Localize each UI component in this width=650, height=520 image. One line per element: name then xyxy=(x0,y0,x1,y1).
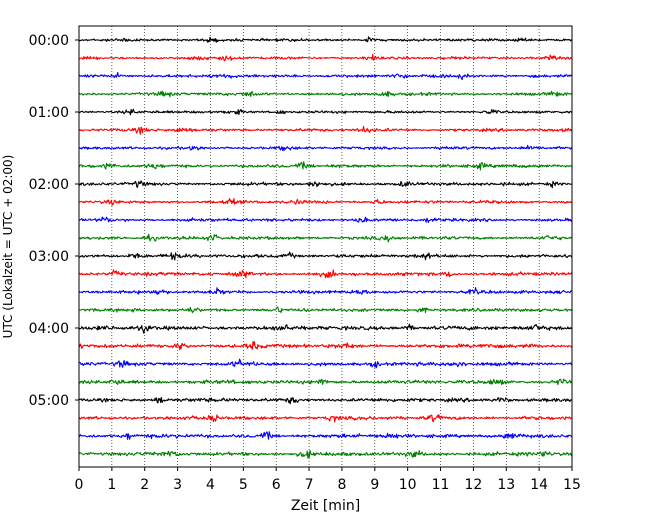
trace-0500 xyxy=(78,396,573,405)
x-tick-label-15: 15 xyxy=(563,477,581,493)
x-tick-label-9: 9 xyxy=(370,477,379,493)
y-tick-label-01:00: 01:00 xyxy=(29,105,69,121)
trace-0000 xyxy=(78,36,573,43)
trace-0400 xyxy=(78,323,573,334)
x-tick-label-12: 12 xyxy=(464,477,482,493)
x-tick-label-4: 4 xyxy=(206,477,215,493)
trace-0345 xyxy=(78,306,573,314)
trace-0215 xyxy=(79,197,573,206)
trace-0115 xyxy=(79,125,573,135)
traces xyxy=(78,36,573,459)
trace-0100 xyxy=(78,108,573,116)
trace-0200 xyxy=(78,180,573,189)
x-tick-label-10: 10 xyxy=(399,477,417,493)
trace-0230 xyxy=(78,216,573,223)
y-tick-label-05:00: 05:00 xyxy=(29,393,69,409)
trace-0415 xyxy=(78,340,573,351)
trace-0330 xyxy=(78,287,573,295)
x-tick-label-11: 11 xyxy=(432,477,450,493)
trace-0315 xyxy=(78,269,573,279)
trace-0545 xyxy=(78,450,573,459)
x-axis-ticks: 0 1 2 3 4 5 6 7 8 9 10 11 12 13 14 15 xyxy=(75,467,581,493)
x-tick-label-7: 7 xyxy=(305,477,314,493)
y-axis-ticks: 00:00 01:00 02:00 03:00 04:00 05:00 xyxy=(29,33,79,409)
x-tick-label-14: 14 xyxy=(530,477,548,493)
trace-0245 xyxy=(78,233,573,243)
trace-0530 xyxy=(78,431,573,440)
y-tick-label-00:00: 00:00 xyxy=(29,33,69,49)
x-tick-label-3: 3 xyxy=(173,477,182,493)
y-tick-label-03:00: 03:00 xyxy=(29,249,69,265)
x-tick-label-13: 13 xyxy=(497,477,515,493)
y-tick-label-04:00: 04:00 xyxy=(29,321,69,337)
trace-0130 xyxy=(78,144,573,152)
x-tick-label-2: 2 xyxy=(140,477,149,493)
y-axis-label: UTC (Lokalzeit = UTC + 02:00) xyxy=(1,155,15,339)
x-axis-label: Zeit [min] xyxy=(291,498,360,514)
trace-0515 xyxy=(78,414,573,423)
x-tick-label-6: 6 xyxy=(272,477,281,493)
plot-frame xyxy=(78,25,573,468)
x-tick-label-0: 0 xyxy=(75,477,84,493)
x-tick-label-1: 1 xyxy=(107,477,116,493)
trace-0300 xyxy=(78,251,573,261)
y-tick-label-02:00: 02:00 xyxy=(29,177,69,193)
trace-0445 xyxy=(79,378,573,386)
trace-0145 xyxy=(78,161,573,171)
x-tick-label-5: 5 xyxy=(239,477,248,493)
trace-0430 xyxy=(78,358,572,369)
trace-0030 xyxy=(78,71,573,81)
trace-0015 xyxy=(78,53,573,62)
x-tick-label-8: 8 xyxy=(337,477,346,493)
trace-0045 xyxy=(78,90,573,98)
